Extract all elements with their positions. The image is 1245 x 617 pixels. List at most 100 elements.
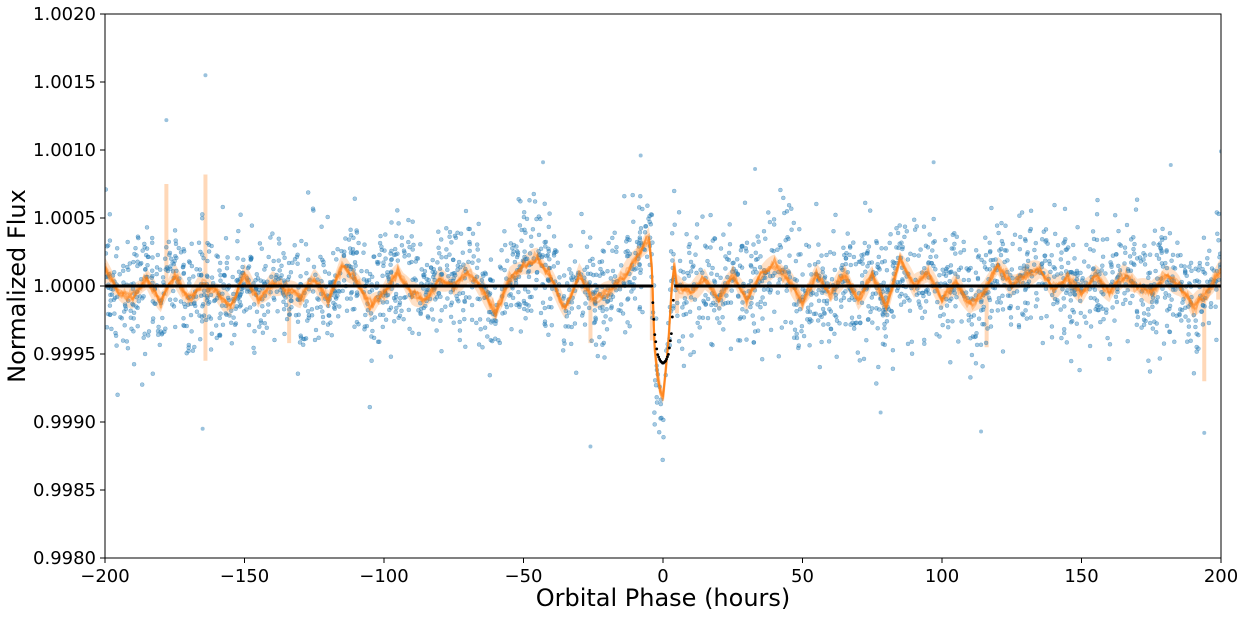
data-point <box>298 333 303 338</box>
data-point <box>1023 308 1028 313</box>
data-point <box>1154 299 1159 305</box>
data-point <box>647 262 653 268</box>
data-point <box>708 245 713 250</box>
data-point <box>670 265 676 271</box>
data-point <box>1205 261 1210 267</box>
data-point <box>394 305 399 311</box>
data-point <box>784 209 790 214</box>
data-point <box>238 212 243 217</box>
data-point <box>775 290 781 295</box>
data-point <box>315 277 320 282</box>
data-point <box>312 337 318 343</box>
data-point <box>1194 349 1199 354</box>
data-point <box>277 268 282 273</box>
data-point <box>479 277 485 283</box>
data-point <box>711 308 717 313</box>
data-point <box>931 263 936 269</box>
data-point <box>719 289 724 294</box>
data-point <box>897 280 903 285</box>
data-point <box>298 294 303 299</box>
data-point <box>1097 279 1102 285</box>
data-point <box>1092 287 1098 293</box>
data-point <box>757 264 763 270</box>
data-point <box>926 291 932 296</box>
data-point <box>382 248 387 253</box>
data-point <box>700 315 706 321</box>
data-point <box>731 266 737 272</box>
data-point <box>561 273 567 278</box>
data-point <box>676 210 682 215</box>
data-point <box>600 304 605 310</box>
data-point <box>302 336 307 342</box>
data-point <box>937 272 942 278</box>
data-point <box>813 271 819 277</box>
data-point <box>956 339 961 344</box>
data-point <box>196 240 202 246</box>
data-point <box>1163 291 1168 296</box>
data-point <box>927 232 932 237</box>
data-point <box>1134 308 1140 314</box>
data-point <box>554 249 559 254</box>
data-point <box>609 305 614 311</box>
data-point <box>1141 322 1147 328</box>
data-point <box>488 257 494 262</box>
data-point <box>460 290 466 296</box>
data-point <box>435 260 440 265</box>
data-point <box>569 277 575 283</box>
data-point <box>1024 316 1030 321</box>
data-point <box>989 205 994 211</box>
data-point <box>543 323 548 328</box>
data-point <box>1133 207 1139 212</box>
data-point <box>579 313 585 318</box>
data-point <box>966 318 972 323</box>
data-point <box>271 295 276 301</box>
data-point <box>819 253 824 258</box>
data-point <box>703 301 709 307</box>
data-point <box>572 259 578 264</box>
data-point <box>438 237 444 242</box>
data-point <box>1184 273 1189 278</box>
data-point <box>627 271 632 276</box>
data-point <box>1112 212 1118 218</box>
data-point <box>399 243 405 248</box>
data-point <box>1145 306 1151 312</box>
data-point <box>751 321 757 326</box>
data-point <box>601 340 607 346</box>
data-point <box>135 305 140 311</box>
data-point <box>326 303 331 309</box>
data-point <box>276 236 282 242</box>
data-point <box>983 252 989 258</box>
data-point <box>499 294 505 299</box>
data-point <box>827 307 832 312</box>
data-point <box>827 249 833 255</box>
data-point <box>807 263 812 268</box>
data-point <box>335 246 340 252</box>
data-point <box>922 341 927 346</box>
data-point <box>139 382 145 387</box>
data-point <box>737 263 743 268</box>
data-point <box>1074 268 1080 274</box>
data-point <box>1079 278 1085 283</box>
data-point <box>800 297 806 303</box>
data-point <box>305 257 311 262</box>
data-point <box>1005 258 1010 263</box>
data-point <box>1010 241 1015 247</box>
data-point <box>637 304 643 310</box>
data-point <box>560 348 566 353</box>
data-point <box>775 247 780 252</box>
data-point <box>384 299 390 305</box>
data-point <box>654 363 659 368</box>
data-point <box>474 320 479 326</box>
data-point <box>1061 276 1066 281</box>
data-point <box>1068 358 1074 364</box>
data-point <box>693 252 698 257</box>
data-point <box>1063 290 1069 296</box>
data-point <box>582 322 588 327</box>
data-point <box>593 315 598 321</box>
data-point <box>727 222 732 227</box>
data-point <box>332 289 337 294</box>
data-point <box>1000 307 1006 312</box>
data-point <box>447 252 452 257</box>
data-point <box>395 258 401 263</box>
data-point <box>319 291 324 297</box>
